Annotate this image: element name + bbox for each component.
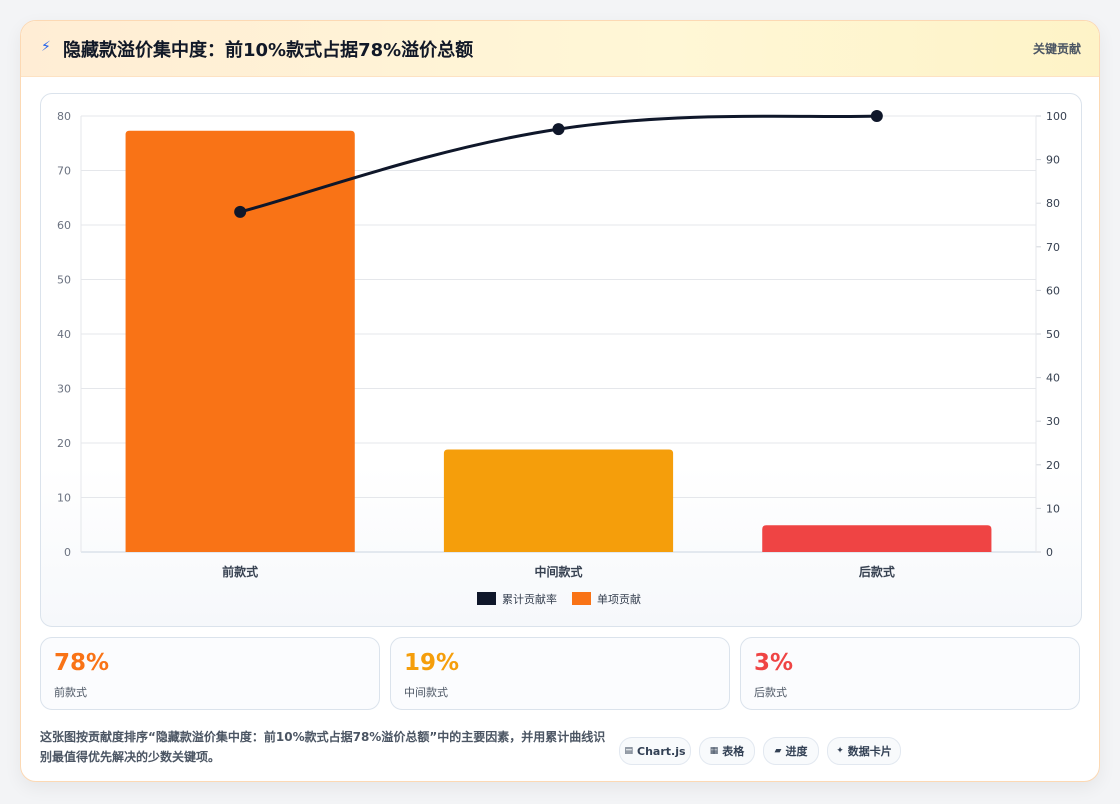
chart-description: 这张图按贡献度排序“隐藏款溢价集中度：前10%款式占据78%溢价总额”中的主要因… (40, 730, 606, 764)
tag-label: 表格 (722, 745, 745, 758)
cumulative-point (870, 110, 883, 122)
y-right-tick-label: 50 (1046, 328, 1060, 341)
stat-value: 3% (754, 650, 794, 676)
y-right-tick-label: 20 (1046, 459, 1060, 472)
bar (443, 449, 674, 552)
y-right-tick-label: 30 (1046, 415, 1060, 428)
tag-label: 数据卡片 (847, 745, 892, 758)
tag-progress[interactable]: ▰ 进度 (763, 737, 819, 765)
pareto-chart-panel: 0 10 20 30 40 50 60 70 80 0 10 20 30 40 50 60 70 80 90 100 前… (40, 93, 1082, 627)
tag-chartjs[interactable]: ▤ Chart.js (619, 737, 691, 765)
x-tick-label: 中间款式 (534, 564, 582, 579)
tag-data-card[interactable]: ✦ 数据卡片 (827, 737, 901, 765)
y-left-tick-label: 70 (57, 165, 71, 178)
y-left-tick-label: 60 (57, 219, 71, 232)
cumulative-point (234, 205, 247, 218)
tag-label: Chart.js (637, 744, 686, 758)
pareto-chart: 0 10 20 30 40 50 60 70 80 0 10 20 30 40 50 60 70 80 90 100 前… (57, 110, 1067, 606)
key-contribution-badge: 关键贡献 (1032, 42, 1081, 56)
page-title: 隐藏款溢价集中度：前10%款式占据78%溢价总额 (63, 40, 474, 61)
y-left-tick-label: 10 (57, 492, 71, 505)
stat-label: 中间款式 (404, 686, 448, 699)
tag-table[interactable]: ▦ 表格 (699, 737, 755, 765)
y-right-tick-label: 0 (1046, 546, 1053, 559)
legend-label: 单项贡献 (597, 592, 641, 606)
stat-label: 前款式 (54, 686, 87, 699)
y-left-tick-label: 50 (57, 274, 71, 287)
y-left-tick-label: 0 (64, 546, 71, 559)
y-right-tick-label: 10 (1046, 502, 1060, 515)
stat-card-top: 78% 前款式 (40, 637, 380, 710)
y-left-tick-label: 20 (57, 437, 71, 450)
legend-swatch (572, 592, 591, 605)
stat-value: 78% (54, 650, 110, 676)
chart-card: ⚡ 隐藏款溢价集中度：前10%款式占据78%溢价总额 关键贡献 0 10 20 30 4… (20, 20, 1100, 782)
y-right-tick-label: 100 (1046, 110, 1067, 123)
stat-label: 后款式 (754, 686, 787, 699)
y-right-tick-label: 40 (1046, 372, 1060, 385)
y-right-tick-label: 90 (1046, 154, 1060, 167)
y-left-tick-label: 30 (57, 383, 71, 396)
y-left-tick-label: 80 (57, 110, 71, 123)
y-left-tick-label: 40 (57, 328, 71, 341)
y-right-tick-label: 60 (1046, 284, 1060, 297)
cumulative-point (552, 123, 565, 136)
card-header: ⚡ 隐藏款溢价集中度：前10%款式占据78%溢价总额 关键贡献 (21, 21, 1099, 77)
stat-value: 19% (404, 650, 460, 676)
legend-swatch (477, 592, 496, 605)
y-right-tick-label: 80 (1046, 197, 1060, 210)
x-tick-label: 后款式 (859, 564, 895, 579)
table-icon: ▦ (709, 746, 719, 756)
tag-label: 进度 (785, 745, 808, 758)
stat-card-tail: 3% 后款式 (740, 637, 1080, 710)
stat-card-middle: 19% 中间款式 (390, 637, 730, 710)
x-tick-label: 前款式 (222, 564, 258, 579)
progress-icon: ▰ (774, 746, 782, 756)
sparkle-icon: ✦ (836, 746, 844, 756)
chart-icon: ▤ (624, 746, 633, 756)
lightning-icon: ⚡ (41, 39, 51, 55)
y-right-tick-label: 70 (1046, 241, 1060, 254)
bar (125, 130, 355, 552)
bar (762, 525, 992, 552)
legend-label: 累计贡献率 (502, 592, 557, 606)
